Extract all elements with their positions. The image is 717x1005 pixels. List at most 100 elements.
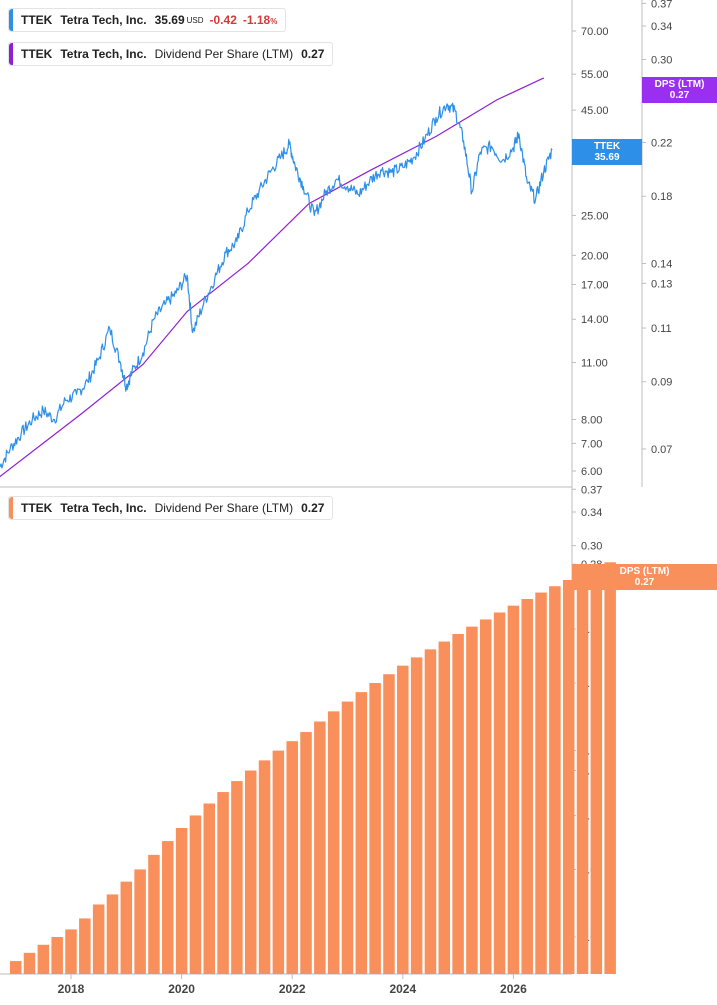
legend-dps-bottom[interactable]: TTEK Tetra Tech, Inc. Dividend Per Share… xyxy=(8,496,334,520)
price-axis-tick-label: 17.00 xyxy=(581,279,609,291)
dps-badge-top-value: 0.27 xyxy=(670,90,690,101)
price-axis-tick-label: 14.00 xyxy=(581,314,609,326)
dps-axis-tick-label-top: 0.14 xyxy=(651,258,672,270)
bar-axis-tick-label: 0.37 xyxy=(581,484,602,496)
dps-bar xyxy=(92,904,105,974)
price-axis-tick-label: 8.00 xyxy=(581,414,602,426)
dps-badge-bottom-value: 0.27 xyxy=(635,577,655,588)
legend-dps-top[interactable]: TTEK Tetra Tech, Inc. Dividend Per Share… xyxy=(8,42,334,66)
dps-bar xyxy=(65,929,77,974)
dps-bar xyxy=(148,854,160,974)
dps-axis-tick-label-top: 0.30 xyxy=(651,54,672,66)
price-badge-label: TTEK xyxy=(594,141,621,152)
dps-axis-tick-label-top: 0.11 xyxy=(651,323,672,335)
dps-bar xyxy=(341,701,354,974)
dps-bar xyxy=(106,894,119,974)
dps-line xyxy=(0,77,545,478)
price-axis-tick-label: 11.00 xyxy=(581,357,608,369)
dps-bar xyxy=(134,869,146,974)
dps-bar xyxy=(37,944,50,974)
bar-axis-tick-label: 0.30 xyxy=(581,541,602,553)
dps-bar xyxy=(604,562,616,974)
dps-bar xyxy=(244,770,257,974)
dps-bar xyxy=(355,692,368,974)
legend-dps-bottom-metric: Dividend Per Share (LTM) xyxy=(154,501,294,515)
dps-bar xyxy=(576,573,589,974)
dps-bar xyxy=(175,827,188,974)
dps-bar xyxy=(466,626,478,974)
dps-bar xyxy=(397,665,409,974)
dps-bar xyxy=(590,568,603,974)
legend-dps-bottom-value: 0.27 xyxy=(301,501,325,515)
dps-bar xyxy=(189,815,202,974)
legend-dps-top-color-bar xyxy=(9,43,13,65)
dps-badge-bottom-label: DPS (LTM) xyxy=(620,566,670,577)
legend-price-currency: USD xyxy=(186,15,204,25)
dps-badge-bottom-bg xyxy=(572,564,717,590)
dps-bar xyxy=(480,619,492,974)
legend-dps-bottom-color-bar xyxy=(9,497,13,519)
dps-axis-tick-label-top: 0.13 xyxy=(651,278,672,290)
dps-bar xyxy=(23,952,36,974)
dps-bar xyxy=(51,937,63,974)
dps-bar xyxy=(272,750,285,974)
legend-dps-top-ticker: TTEK xyxy=(21,47,53,61)
dps-bar xyxy=(120,881,133,974)
price-axis-tick-label: 70.00 xyxy=(581,26,609,38)
dps-bar xyxy=(79,918,91,974)
legend-dps-bottom-ticker: TTEK xyxy=(21,501,53,515)
price-axis-tick-label: 20.00 xyxy=(581,250,609,262)
legend-dps-top-metric: Dividend Per Share (LTM) xyxy=(154,47,294,61)
dps-badge-top-bg xyxy=(642,77,717,103)
price-axis-tick-label: 7.00 xyxy=(581,438,602,450)
dps-axis-tick-label-top: 0.37 xyxy=(651,0,672,10)
legend-price-change-pct: -1.18% xyxy=(243,13,277,27)
price-badge-value: 35.69 xyxy=(594,152,619,163)
dps-bar xyxy=(369,683,381,974)
dps-bar xyxy=(562,580,575,974)
legend-price-change-pct-value: -1.18 xyxy=(242,13,271,27)
dps-bar xyxy=(286,741,298,974)
dps-bar xyxy=(217,792,229,974)
dps-bar xyxy=(203,803,215,974)
legend-price-name: Tetra Tech, Inc. xyxy=(60,13,147,27)
x-axis-tick-label: 2020 xyxy=(168,982,195,996)
price-axis-tick-label: 6.00 xyxy=(581,466,602,478)
dps-axis-tick-label-top: 0.22 xyxy=(651,138,672,150)
dps-bar xyxy=(549,586,561,974)
dps-bar xyxy=(507,605,520,974)
bar-axis-tick-label: 0.34 xyxy=(581,507,602,519)
dps-axis-tick-label-top: 0.18 xyxy=(651,191,672,203)
legend-dps-top-name: Tetra Tech, Inc. xyxy=(60,47,147,61)
dps-bar xyxy=(162,841,174,974)
dps-bar xyxy=(535,592,547,974)
legend-price-pct-sign: % xyxy=(270,17,278,26)
dps-bar xyxy=(327,711,340,974)
x-axis-tick-label: 2026 xyxy=(500,982,527,996)
price-axis-tick-label: 45.00 xyxy=(581,105,609,117)
dps-axis-tick-label-top: 0.09 xyxy=(651,377,672,389)
legend-price-change: -0.42 xyxy=(209,13,237,27)
dps-bar xyxy=(493,612,506,974)
dps-axis-tick-label-top: 0.34 xyxy=(651,21,672,33)
price-line xyxy=(0,102,553,469)
dps-bar xyxy=(300,732,312,974)
dps-bar xyxy=(410,657,423,974)
x-axis-tick-label: 2024 xyxy=(389,982,416,996)
dps-bar xyxy=(383,674,395,974)
price-badge-bg xyxy=(572,139,642,165)
dps-bar xyxy=(258,760,271,974)
legend-dps-bottom-name: Tetra Tech, Inc. xyxy=(60,501,147,515)
dps-bar xyxy=(521,599,533,974)
dps-bar xyxy=(452,633,464,974)
dps-bar xyxy=(9,961,22,974)
legend-dps-top-value: 0.27 xyxy=(301,47,325,61)
price-axis-tick-label: 25.00 xyxy=(581,210,609,222)
dps-bar xyxy=(314,721,326,974)
legend-price-color-bar xyxy=(9,9,13,31)
x-axis-tick-label: 2022 xyxy=(279,982,306,996)
legend-price[interactable]: TTEK Tetra Tech, Inc. 35.69 USD -0.42 -1… xyxy=(8,8,287,32)
dps-bar xyxy=(231,781,243,974)
x-axis-tick-label: 2018 xyxy=(58,982,85,996)
